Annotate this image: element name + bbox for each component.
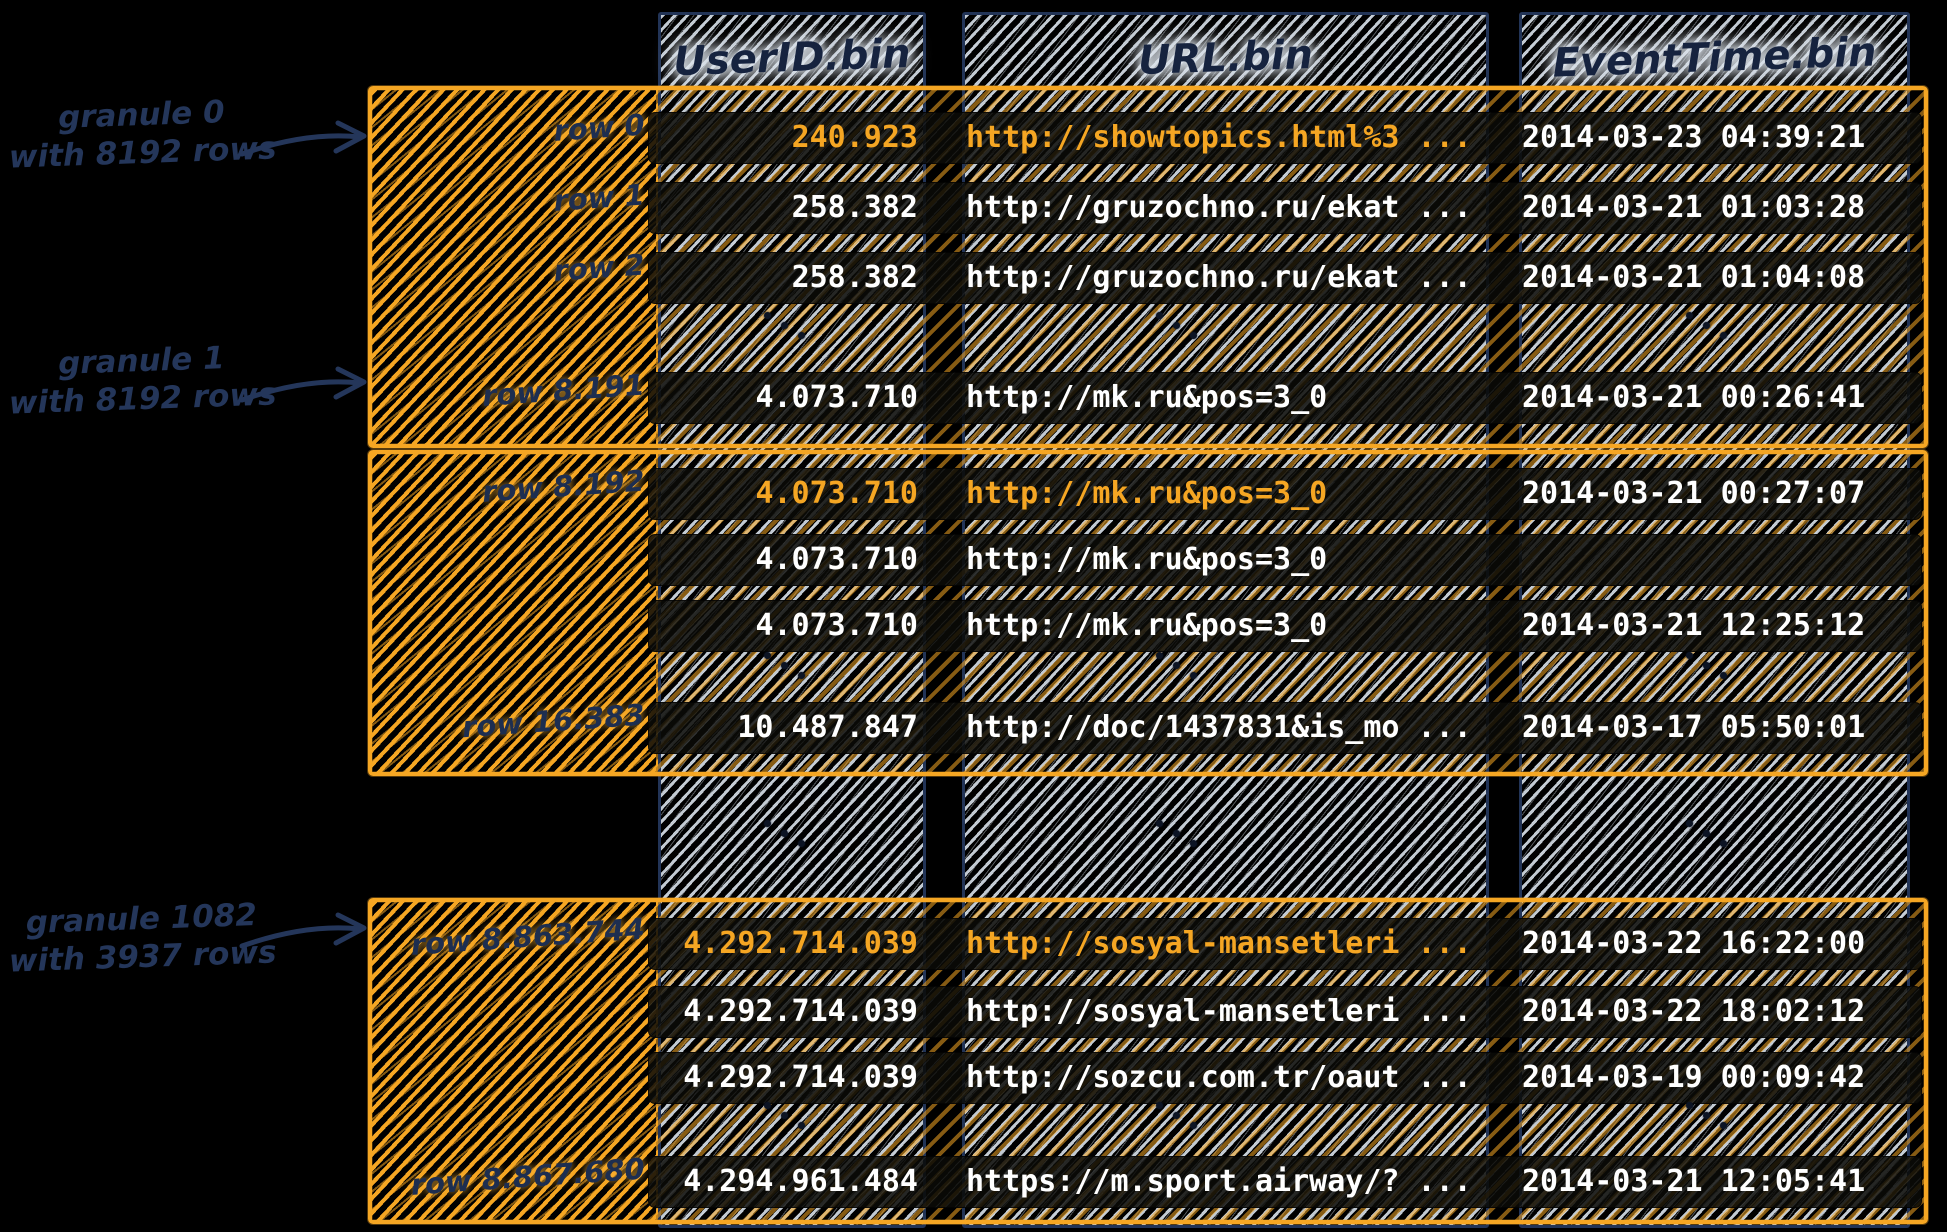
url-cell: http://mk.ru&pos=3_0 [966,608,1328,643]
arrow-icon [239,912,367,949]
userid-cell: 4.073.710 [755,476,918,511]
url-cell: http://doc/1437831&is_mo ... [966,710,1472,745]
userid-cell: 4.073.710 [755,542,918,577]
ellipsis-dots [764,1102,812,1132]
ellipsis-dots [1156,312,1204,342]
userid-cell: 4.292.714.039 [683,1060,918,1095]
ellipsis-dots [764,312,812,342]
ellipsis-dots [1156,652,1204,682]
table-row: 4.292.714.039 http://sozcu.com.tr/oaut .… [648,1052,1922,1104]
table-row: 4.073.710 http://mk.ru&pos=3_0 2014-03-2… [648,600,1922,652]
url-cell: http://sosyal-mansetleri ... [966,926,1472,961]
table-row: 4.073.710 http://mk.ru&pos=3_0 [648,534,1922,586]
eventtime-cell [1522,534,1914,586]
userid-cell: 4.073.710 [755,380,918,415]
eventtime-cell: 2014-03-21 01:04:08 [1522,260,1866,295]
granule-0-annotation: granule 0 with 8192 rows [7,91,277,176]
userid-cell: 258.382 [791,260,918,295]
ellipsis-dots [1156,820,1204,850]
eventtime-cell: 2014-03-23 04:39:21 [1522,120,1866,155]
url-cell: http://mk.ru&pos=3_0 [966,542,1328,577]
userid-cell: 4.292.714.039 [683,926,918,961]
table-row: 10.487.847 http://doc/1437831&is_mo ... … [648,702,1922,754]
userid-cell: 10.487.847 [737,710,918,745]
eventtime-cell: 2014-03-21 12:05:41 [1522,1164,1866,1199]
table-row: 258.382 http://gruzochno.ru/ekat ... 201… [648,182,1922,234]
userid-cell: 4.073.710 [755,608,918,643]
table-row: 4.073.710 http://mk.ru&pos=3_0 2014-03-2… [648,372,1922,424]
annotation-line: with 8192 rows [8,376,278,422]
column-header-url: URL.bin [1137,31,1314,85]
userid-cell: 258.382 [791,190,918,225]
url-cell: http://mk.ru&pos=3_0 [966,380,1328,415]
url-cell: http://mk.ru&pos=3_0 [966,476,1328,511]
ellipsis-dots [1686,820,1734,850]
granule-1-label-block [372,454,658,772]
column-header-eventtime: EventTime.bin [1551,29,1878,87]
ellipsis-dots [1156,1102,1204,1132]
eventtime-cell: 2014-03-21 00:27:07 [1522,476,1866,511]
ellipsis-dots [1686,652,1734,682]
url-cell: http://showtopics.html%3 ... [966,120,1472,155]
url-cell: http://gruzochno.ru/ekat ... [966,190,1472,225]
ellipsis-dots [1686,1102,1734,1132]
granule-1082-label-block [372,902,658,1220]
column-header-userid: UserID.bin [672,30,912,86]
url-cell: http://sozcu.com.tr/oaut ... [966,1060,1472,1095]
eventtime-cell: 2014-03-21 01:03:28 [1522,190,1866,225]
annotation-line: with 8192 rows [8,130,278,176]
granule-1082-annotation: granule 1082 with 3937 rows [7,895,277,980]
ellipsis-dots [1686,312,1734,342]
table-row: 4.292.714.039 http://sosyal-mansetleri .… [648,918,1922,970]
userid-cell: 4.294.961.484 [683,1164,918,1199]
eventtime-cell: 2014-03-21 00:26:41 [1522,380,1866,415]
table-row: 240.923 http://showtopics.html%3 ... 201… [648,112,1922,164]
arrow-icon [239,120,367,157]
table-row: 258.382 http://gruzochno.ru/ekat ... 201… [648,252,1922,304]
eventtime-cell: 2014-03-21 12:25:12 [1522,608,1866,643]
ellipsis-dots [764,820,812,850]
annotation-line: with 3937 rows [8,934,278,980]
granule-1-annotation: granule 1 with 8192 rows [7,337,277,422]
ellipsis-dots [764,652,812,682]
table-row: 4.292.714.039 http://sosyal-mansetleri .… [648,986,1922,1038]
arrow-icon [239,366,367,403]
userid-cell: 240.923 [791,120,918,155]
table-row: 4.073.710 http://mk.ru&pos=3_0 2014-03-2… [648,468,1922,520]
eventtime-cell: 2014-03-22 18:02:12 [1522,994,1866,1029]
url-cell: http://sosyal-mansetleri ... [966,994,1472,1029]
table-row: 4.294.961.484 https://m.sport.airway/? .… [648,1156,1922,1208]
eventtime-cell: 2014-03-17 05:50:01 [1522,710,1866,745]
eventtime-cell: 2014-03-19 00:09:42 [1522,1060,1866,1095]
eventtime-cell: 2014-03-22 16:22:00 [1522,926,1866,961]
userid-cell: 4.292.714.039 [683,994,918,1029]
url-cell: https://m.sport.airway/? ... [966,1164,1472,1199]
url-cell: http://gruzochno.ru/ekat ... [966,260,1472,295]
